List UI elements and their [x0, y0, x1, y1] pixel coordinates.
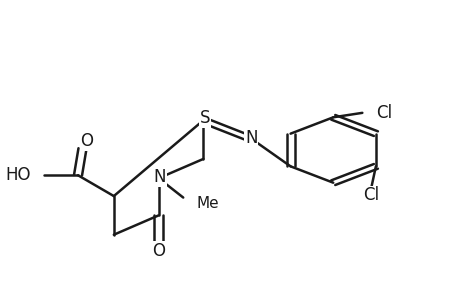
Text: Me: Me	[196, 196, 219, 211]
Text: N: N	[153, 168, 166, 186]
Text: S: S	[199, 109, 209, 127]
Text: HO: HO	[6, 166, 31, 184]
Text: O: O	[152, 242, 165, 260]
Text: N: N	[245, 129, 257, 147]
Text: Cl: Cl	[375, 104, 391, 122]
Text: O: O	[80, 132, 93, 150]
Text: Cl: Cl	[363, 187, 379, 205]
